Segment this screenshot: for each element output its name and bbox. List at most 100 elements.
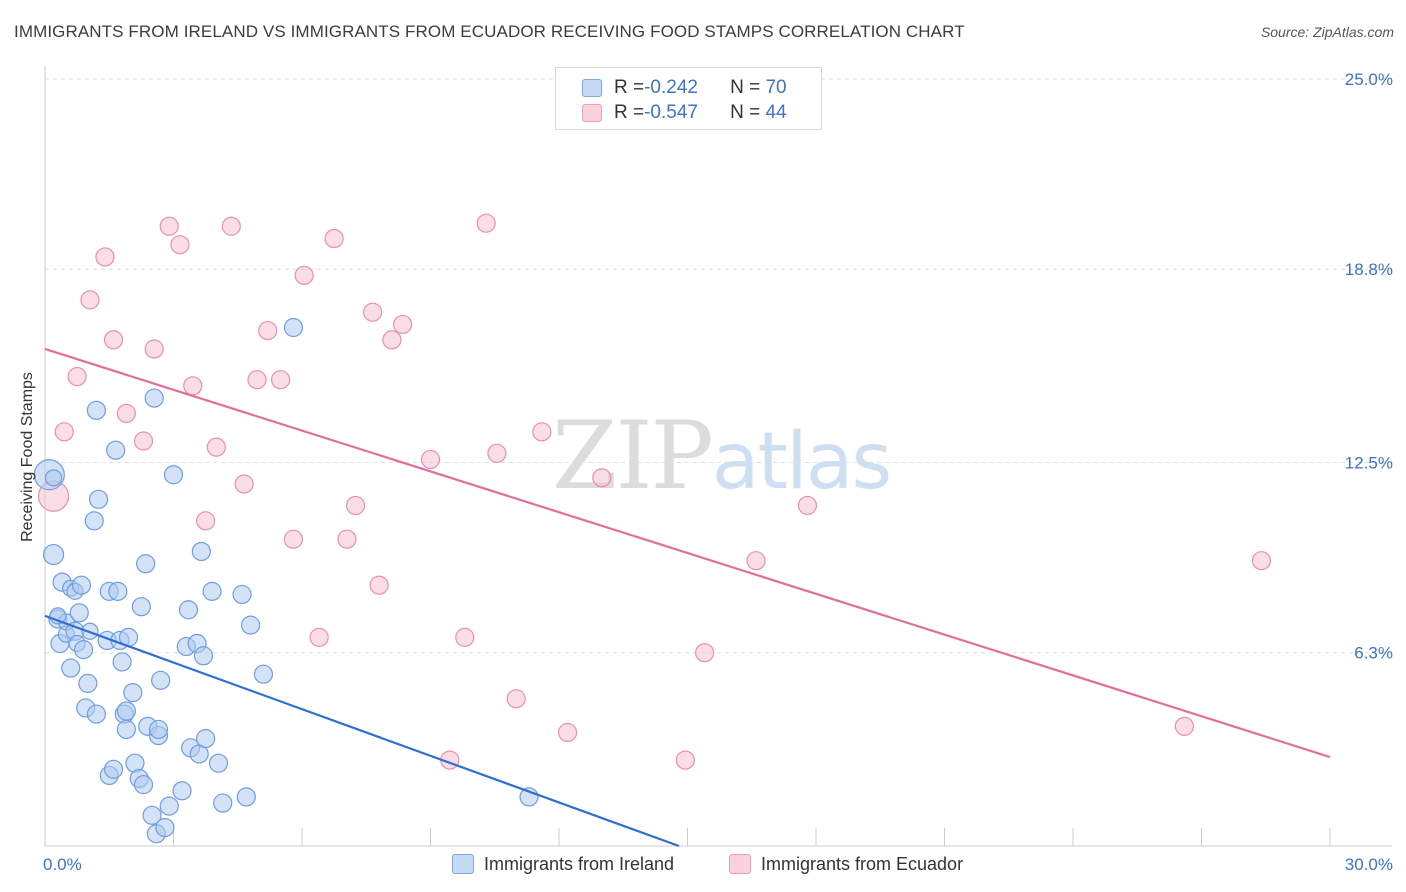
ireland-legend-swatch: [452, 854, 474, 874]
ecuador-point: [95, 247, 115, 267]
watermark-zip: ZIP: [552, 402, 714, 511]
ecuador-point: [393, 314, 413, 335]
y-tick-label: 12.5%: [1345, 454, 1393, 473]
ecuador-point: [797, 495, 818, 516]
ecuador-legend-swatch: [729, 854, 751, 874]
axes: [44, 66, 1392, 847]
ecuador-point: [363, 302, 383, 322]
ireland-point: [172, 781, 192, 801]
ireland-point: [148, 719, 169, 740]
ireland-point: [44, 469, 63, 487]
ecuador-point: [294, 265, 314, 285]
ecuador-point: [532, 422, 552, 442]
y-tick-label: 25.0%: [1345, 70, 1393, 89]
ireland-point: [236, 787, 256, 807]
chart-title: IMMIGRANTS FROM IRELAND VS IMMIGRANTS FR…: [14, 22, 965, 41]
ireland-point: [144, 388, 164, 408]
ireland-point: [283, 317, 304, 338]
ireland-point: [163, 465, 184, 485]
ecuador-point: [1174, 716, 1194, 736]
ireland-point: [196, 729, 216, 749]
ecuador-point: [183, 376, 203, 396]
ecuador-point: [54, 422, 74, 442]
ireland-point: [88, 489, 109, 509]
legend-r-label: R =: [614, 102, 645, 123]
ireland-point: [78, 673, 98, 693]
ireland-point: [71, 575, 92, 595]
ireland-point: [84, 511, 104, 531]
ecuador-point: [116, 403, 136, 424]
legend-r-label: R =: [614, 77, 645, 98]
ecuador-point: [420, 449, 441, 470]
ecuador-point: [247, 370, 267, 390]
ireland-point: [86, 704, 107, 724]
ireland-point: [202, 581, 222, 601]
ireland-point: [116, 719, 136, 740]
legend-n-value: 44: [765, 102, 787, 123]
ireland-point: [86, 400, 107, 420]
ecuador-point: [337, 529, 357, 549]
ecuador-point: [283, 529, 304, 549]
trend-lines: [44, 347, 1331, 848]
ireland-point: [142, 805, 162, 825]
ecuador-point: [382, 330, 402, 350]
ireland-point: [61, 658, 81, 678]
ireland-point: [123, 682, 143, 703]
ecuador-point: [345, 495, 366, 516]
ireland-point: [106, 440, 126, 460]
ireland-point: [112, 652, 132, 672]
x-tick-label: 0.0%: [43, 855, 82, 874]
bottom-legend-ecuador: Immigrants from Ecuador: [729, 852, 963, 876]
ecuador-point: [234, 474, 254, 494]
legend-n-label: N =: [730, 77, 766, 98]
ecuador-point: [557, 722, 578, 743]
x-tick-label: 30.0%: [1345, 855, 1393, 874]
ireland-point: [191, 541, 211, 562]
ireland-point: [253, 664, 274, 684]
ireland-point: [103, 759, 124, 779]
ireland-points: [33, 317, 539, 844]
ecuador-point: [270, 370, 291, 390]
ecuador-point: [196, 511, 216, 531]
legend-row-ecuador: R = -0.547 N = 44: [582, 101, 787, 125]
ireland-point: [208, 753, 229, 773]
ireland-point: [131, 597, 151, 617]
ecuador-point: [80, 290, 100, 310]
ireland-point: [193, 646, 214, 666]
y-axis-title: Receiving Food Stamps: [19, 372, 36, 542]
ireland-point: [73, 640, 94, 660]
ireland-point: [42, 543, 65, 566]
ecuador-legend-label: Immigrants from Ecuador: [761, 853, 964, 874]
ireland-point: [155, 817, 175, 838]
y-tick-label: 6.3%: [1354, 644, 1393, 663]
ecuador-point: [369, 575, 389, 595]
ecuador-point: [133, 431, 154, 451]
ireland-point: [232, 584, 252, 605]
ecuador-point: [144, 339, 164, 359]
ireland-point: [116, 701, 136, 721]
legend-row-ireland: R = -0.242 N = 70: [582, 76, 787, 100]
bottom-legend-ireland: Immigrants from Ireland: [452, 852, 674, 876]
y-tick-label: 18.8%: [1345, 260, 1393, 279]
ecuador-point: [103, 330, 124, 350]
ecuador-point: [67, 366, 87, 387]
ecuador-point: [476, 213, 496, 233]
ecuador-points: [37, 213, 1272, 770]
ecuador-swatch: [582, 104, 602, 122]
ireland-point: [69, 603, 89, 623]
legend-n-value: 70: [765, 77, 787, 98]
ireland-point: [136, 554, 156, 574]
ecuador-point: [206, 437, 226, 457]
ecuador-point: [675, 750, 695, 770]
ireland-point: [178, 600, 199, 620]
ecuador-trend-line: [44, 347, 1331, 759]
ecuador-point: [159, 216, 179, 236]
ecuador-point: [695, 643, 715, 663]
ecuador-point: [487, 443, 507, 463]
source-label: Source: ZipAtlas.com: [1260, 24, 1394, 40]
ecuador-point: [309, 627, 329, 647]
ireland-trend-line: [44, 614, 680, 848]
ecuador-point: [258, 320, 278, 341]
ireland-point: [108, 581, 128, 601]
